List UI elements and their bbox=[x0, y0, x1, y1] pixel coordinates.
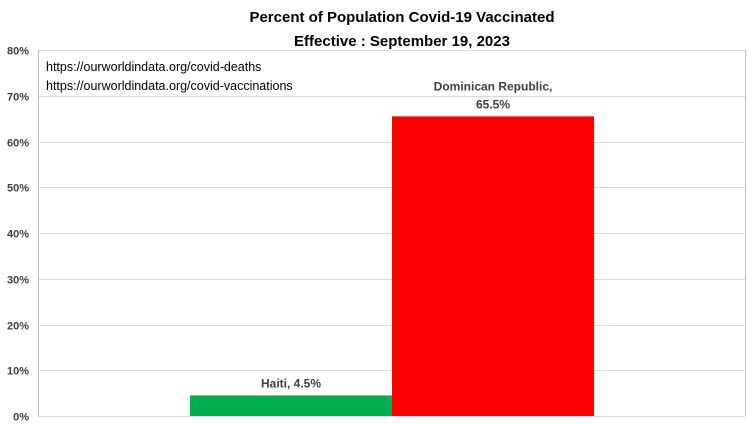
data-label: 65.5% bbox=[476, 97, 510, 111]
y-tick-label: 30% bbox=[7, 275, 29, 287]
gridlines bbox=[38, 50, 745, 417]
y-tick-label: 60% bbox=[7, 138, 29, 150]
data-labels: Haiti, 4.5% Dominican Republic, 65.5% bbox=[261, 79, 552, 390]
bar bbox=[392, 116, 594, 417]
y-tick-label: 50% bbox=[7, 183, 29, 195]
data-label: Dominican Republic, bbox=[434, 79, 553, 93]
source-annotation-vaccinations: https://ourworldindata.org/covid-vaccina… bbox=[46, 79, 293, 93]
chart-title: Percent of Population Covid-19 Vaccinate… bbox=[249, 9, 554, 26]
y-tick-label: 0% bbox=[13, 412, 29, 424]
source-annotation-deaths: https://ourworldindata.org/covid-deaths bbox=[46, 60, 261, 74]
y-tick-label: 20% bbox=[7, 321, 29, 333]
y-tick-label: 80% bbox=[7, 46, 29, 58]
y-tick-label: 10% bbox=[7, 366, 29, 378]
y-tick-label: 40% bbox=[7, 229, 29, 241]
bars bbox=[190, 116, 594, 417]
data-label: Haiti, 4.5% bbox=[261, 376, 321, 390]
y-axis-tick-labels: 0% 10% 20% 30% 40% 50% 60% 70% 80% bbox=[7, 46, 29, 424]
chart-subtitle: Effective : September 19, 2023 bbox=[294, 33, 510, 50]
y-tick-label: 70% bbox=[7, 92, 29, 104]
bar bbox=[190, 395, 392, 416]
